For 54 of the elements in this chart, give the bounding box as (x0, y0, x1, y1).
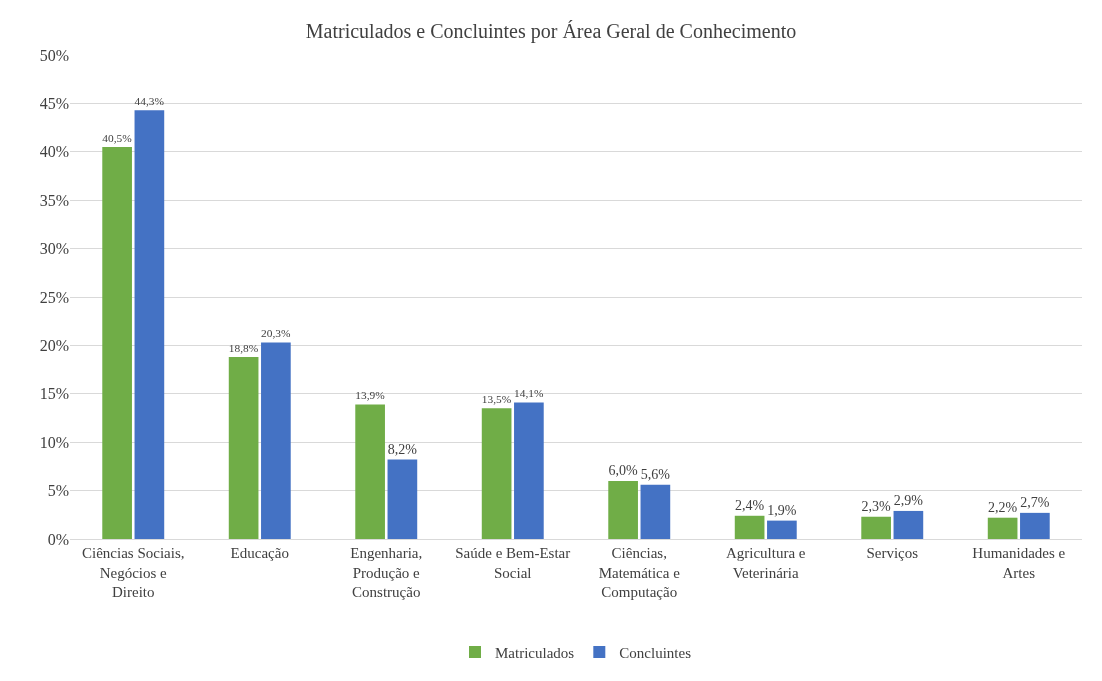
x-tick-label: Humanidades e Artes (972, 545, 1066, 581)
data-label: 40,5% (102, 131, 133, 144)
y-tick-label: 35% (39, 191, 69, 209)
data-label: 13,9% (355, 389, 386, 402)
data-label: 13,5% (481, 392, 512, 405)
x-tick-label: Saúde e Bem-Estar Social (455, 545, 571, 581)
bar (640, 484, 671, 539)
bar (261, 342, 291, 539)
data-label: 2,4% (734, 497, 765, 513)
bar (1020, 512, 1050, 539)
bar (387, 459, 418, 539)
x-tick-label: Serviços (866, 545, 919, 561)
data-label: 5,6% (640, 466, 671, 482)
bar (767, 520, 797, 539)
y-tick-label: 5% (47, 482, 69, 500)
legend-label: Concluintes (619, 644, 692, 661)
data-label: 2,2% (987, 499, 1018, 515)
y-tick-label: 30% (39, 240, 69, 258)
data-label: 8,2% (387, 441, 418, 457)
x-tick-label: Agricultura e Veterinária (725, 545, 806, 581)
x-tick-label: Ciências Sociais, Negócios e Direito (82, 545, 185, 600)
data-label: 6,0% (608, 462, 638, 478)
data-label: 2,3% (861, 498, 891, 514)
bar (861, 516, 891, 539)
data-label: 2,9% (893, 492, 924, 508)
y-tick-label: 45% (39, 95, 69, 112)
y-tick-label: 25% (39, 288, 69, 306)
bar (734, 515, 765, 539)
x-tick-label: Educação (230, 545, 289, 561)
x-tick-label: Engenharia, Produção e Construção (350, 545, 423, 600)
data-label: 44,3% (134, 94, 165, 107)
y-tick-label: 40% (39, 143, 69, 161)
bar (228, 357, 259, 539)
bar (102, 146, 132, 539)
bar (987, 517, 1018, 539)
y-tick-label: 50% (39, 46, 69, 64)
data-label: 1,9% (767, 502, 797, 518)
legend-label: Matriculados (495, 644, 575, 661)
data-label: 14,1% (514, 387, 544, 400)
data-label: 20,3% (261, 327, 291, 340)
chart-title: Matriculados e Concluintes por Área Geral de Conhecimento (305, 19, 797, 43)
y-tick-label: 20% (39, 337, 69, 354)
bar (481, 408, 512, 539)
data-label: 2,7% (1020, 494, 1050, 510)
y-tick-label: 10% (39, 433, 69, 451)
y-tick-label: 0% (47, 530, 69, 548)
data-label: 18,8% (228, 341, 259, 354)
bar (514, 402, 544, 539)
y-tick-label: 15% (39, 385, 69, 403)
bar (134, 110, 165, 539)
x-tick-label: Ciências, Matemática e Computação (598, 545, 681, 600)
bar (608, 480, 638, 539)
bar (893, 510, 924, 539)
bar (355, 404, 385, 539)
